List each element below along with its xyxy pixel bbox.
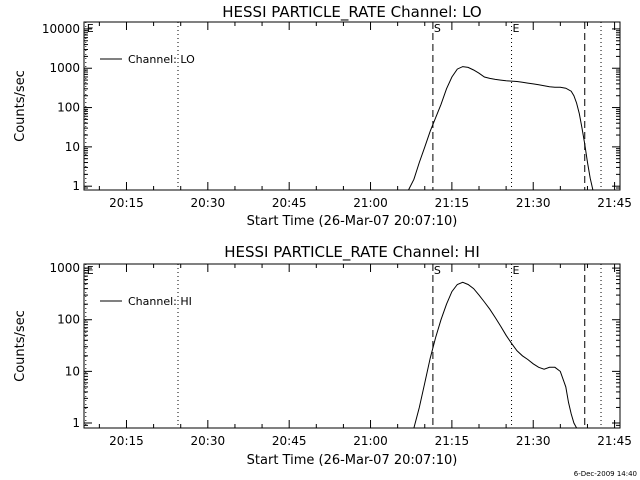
chart-panel-hi: HESSI PARTICLE_RATE Channel: HI 20:15 20:3… bbox=[13, 243, 632, 468]
x-tick-label: 20:45 bbox=[272, 434, 307, 448]
y-tick-label: 100 bbox=[57, 101, 80, 115]
y-tick-label: 1 bbox=[72, 179, 80, 193]
x-tick-label: 20:15 bbox=[109, 434, 144, 448]
x-tick-label: 21:15 bbox=[435, 434, 470, 448]
x-tick-label: 21:30 bbox=[516, 196, 551, 210]
time-marker-label: S bbox=[434, 22, 441, 35]
y-tick-label: 10 bbox=[65, 140, 80, 154]
legend-label: Channel: LO bbox=[128, 53, 195, 66]
x-tick-label: 21:30 bbox=[516, 434, 551, 448]
x-tick-label: 20:15 bbox=[109, 196, 144, 210]
series-line bbox=[413, 281, 578, 428]
plot-frame bbox=[83, 263, 621, 429]
time-marker-label: E bbox=[513, 264, 520, 277]
x-tick-label: 20:30 bbox=[191, 196, 226, 210]
y-axis-label: Counts/sec bbox=[13, 310, 28, 382]
time-marker-label: S bbox=[434, 264, 441, 277]
y-axis-label: Counts/sec bbox=[13, 70, 28, 142]
x-tick-label: 20:45 bbox=[272, 196, 307, 210]
chart-title: HESSI PARTICLE_RATE Channel: HI bbox=[224, 243, 480, 262]
y-tick-label: 10 bbox=[65, 364, 80, 378]
time-marker-label: E bbox=[513, 22, 520, 35]
x-axis-label: Start Time (26-Mar-07 20:07:10) bbox=[247, 214, 458, 229]
legend-label: Channel: HI bbox=[128, 295, 192, 308]
x-tick-label: 21:15 bbox=[435, 196, 470, 210]
plot-frame bbox=[83, 21, 621, 191]
time-marker-label: E bbox=[87, 22, 94, 35]
y-tick-label: 10000 bbox=[42, 22, 80, 36]
y-tick-label: 1000 bbox=[49, 261, 80, 275]
series-line bbox=[408, 66, 594, 190]
time-marker-label: E bbox=[87, 264, 94, 277]
x-axis-label: Start Time (26-Mar-07 20:07:10) bbox=[247, 453, 458, 468]
chart-panel-lo: HESSI PARTICLE_RATE Channel: LO 20:15 20:3… bbox=[13, 3, 632, 229]
chart-title: HESSI PARTICLE_RATE Channel: LO bbox=[222, 3, 481, 22]
x-tick-label: 20:30 bbox=[191, 434, 226, 448]
y-tick-label: 100 bbox=[57, 313, 80, 327]
y-tick-label: 1000 bbox=[49, 61, 80, 75]
x-tick-label: 21:45 bbox=[597, 434, 632, 448]
footer-timestamp: 6-Dec-2009 14:40 bbox=[574, 470, 637, 478]
x-tick-label: 21:00 bbox=[353, 434, 388, 448]
x-tick-label: 21:00 bbox=[353, 196, 388, 210]
y-tick-label: 1 bbox=[72, 416, 80, 430]
x-tick-label: 21:45 bbox=[597, 196, 632, 210]
